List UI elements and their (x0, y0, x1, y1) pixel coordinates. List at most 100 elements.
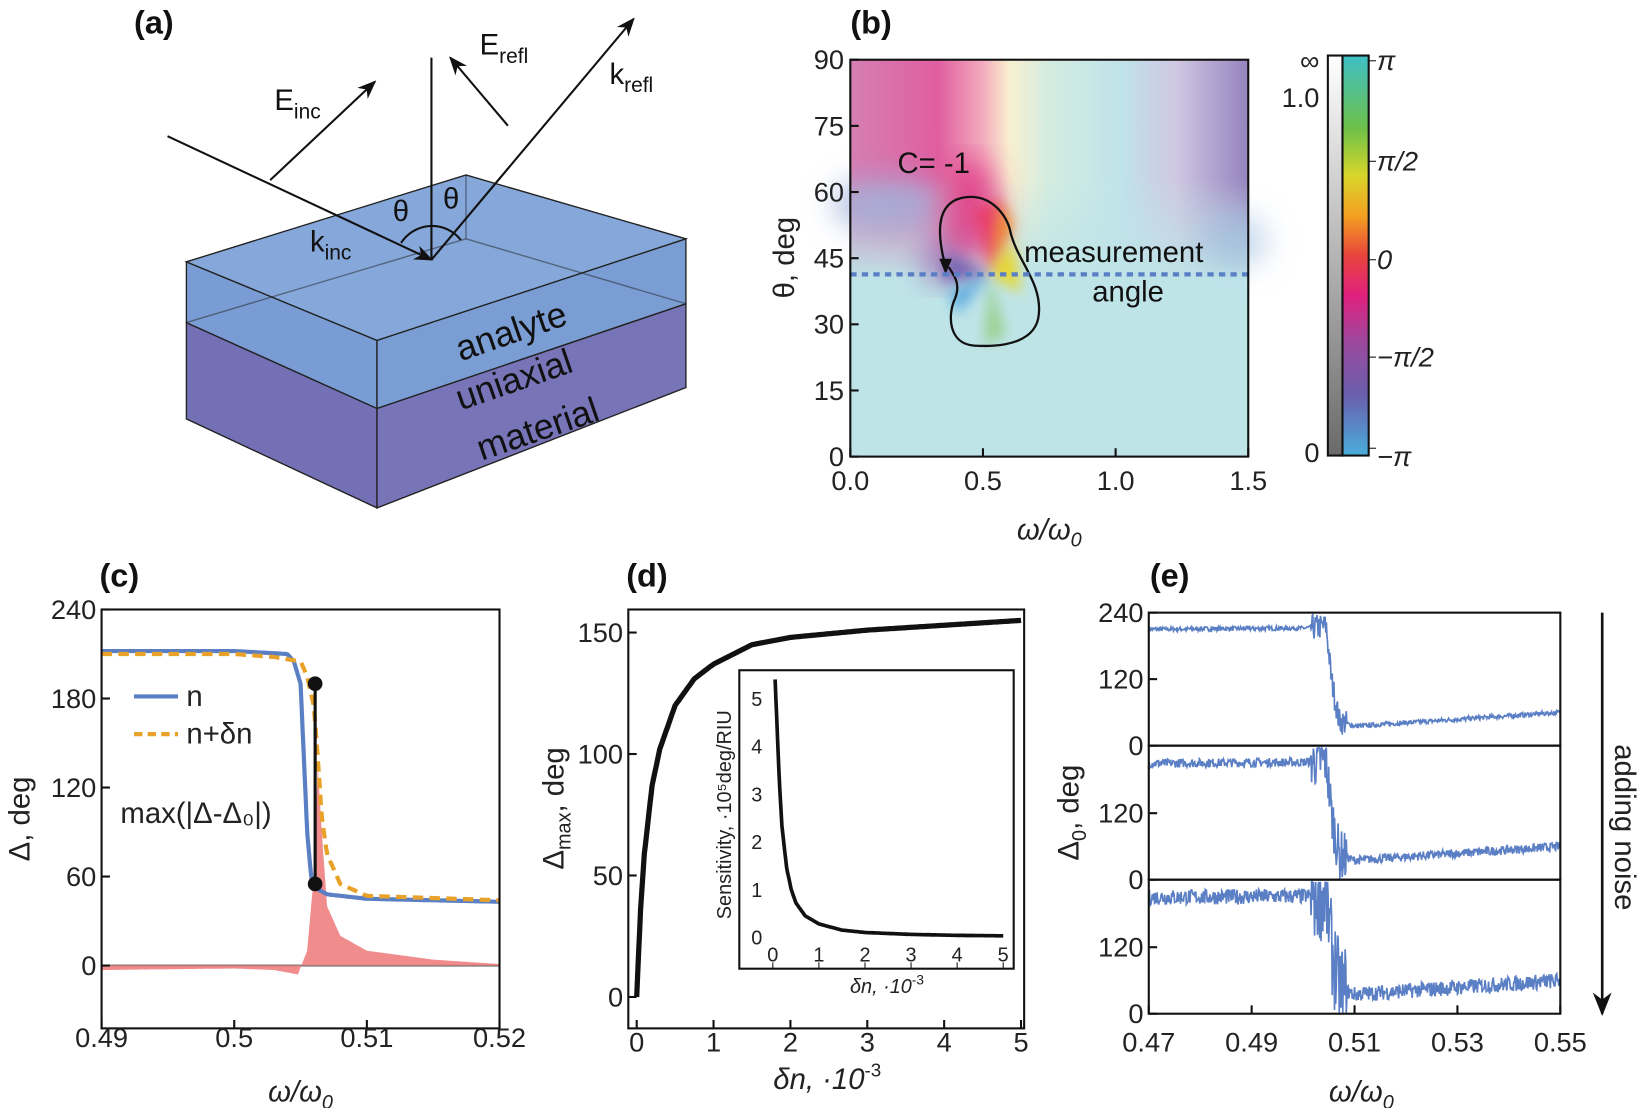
inset-y-tick-label: 3 (751, 784, 762, 806)
e-refl-arrow (449, 56, 509, 127)
magnitude-tick-label: ∞ (1300, 45, 1319, 76)
inset-ylabel: Sensitivity, ·10⁵deg/RIU (714, 710, 736, 919)
panel-b-xlabel: ω/ω0 (1017, 513, 1082, 551)
panel-b-heatmap: (b) C= -1 measurement angle 0.0 0.5 1.0 1.5… (768, 5, 1434, 552)
panel-c-chart: (c) 0.49 0.5 0.51 0.52 0 60 120 180 240 n n+δn m… (3, 557, 526, 1108)
panel-d-xlabel: δn, ·10-3 (773, 1060, 881, 1097)
inset-x-tick-label: 3 (906, 944, 917, 966)
panel-c-frame (100, 608, 501, 1030)
phase-tick-label: −π/2 (1377, 342, 1434, 373)
delta-max-curve (634, 617, 1022, 998)
panel-b-axes: 0.0 0.5 1.0 1.5 0 15 30 45 60 75 90 (814, 44, 1267, 496)
y-tick-label: 0 (1128, 730, 1143, 761)
x-tick-label: 0 (629, 1026, 644, 1057)
series-n-dn-line (101, 651, 500, 903)
adding-noise-label: adding noise (1608, 744, 1641, 910)
panel-e-xlabel: ω/ω0 (1329, 1076, 1394, 1108)
y-tick-label: 30 (814, 309, 844, 340)
x-tick-label: 0.49 (75, 1022, 128, 1053)
panel-c-ylabel: Δ, deg (3, 777, 36, 862)
x-tick-label: 0.52 (473, 1022, 526, 1053)
winding-contour (938, 195, 1041, 348)
y-tick-label: 90 (814, 44, 844, 75)
y-tick-label: 0 (1128, 864, 1143, 895)
panel-b-ylabel: θ, deg (768, 217, 801, 299)
magnitude-tick-label: 0 (1304, 437, 1319, 468)
reflected-ray (430, 17, 635, 261)
phase-tick-label: −π (1377, 441, 1412, 472)
panel-d-ylabel: Δmax, deg (537, 747, 575, 869)
sensitivity-curve (773, 679, 1004, 938)
x-tick-label: 5 (1013, 1026, 1028, 1057)
inset-y-tick-label: 1 (751, 880, 762, 902)
incident-ray (167, 135, 434, 261)
panel-a-diagram: (a) Einc Erefl krefl kinc θ θ analyte un (134, 5, 689, 509)
theta-right-label: θ (443, 182, 459, 215)
panel-e-label: (e) (1150, 557, 1190, 593)
x-tick-label: 0.5 (215, 1022, 253, 1053)
inset-x-tick-label: 2 (859, 944, 870, 966)
inset-axes: 0 1 2 3 4 5 0 1 2 3 4 5 (751, 689, 1009, 969)
y-tick-label: 240 (51, 594, 96, 625)
measurement-label: measurement (1024, 236, 1203, 269)
y-tick-label: 50 (593, 860, 623, 891)
legend-label-n: n (186, 680, 202, 713)
inset-xlabel: δn, ·10-3 (850, 972, 924, 997)
inset-x-tick-label: 4 (952, 944, 963, 966)
max-delta-annotation: max(|Δ-Δ₀|) (120, 797, 271, 830)
panel-c-axes: 0.49 0.5 0.51 0.52 0 60 120 180 240 (51, 594, 526, 1053)
max-delta-marker-point (307, 876, 323, 892)
y-tick-label: 0 (81, 950, 96, 981)
phase-tick-label: 0 (1377, 244, 1392, 275)
x-tick-label: 2 (783, 1026, 798, 1057)
panel-c-xlabel: ω/ω0 (268, 1076, 333, 1108)
e-refl-label: Erefl (480, 28, 529, 67)
y-tick-label: 60 (66, 861, 96, 892)
y-tick-label: 120 (1098, 664, 1143, 695)
y-tick-label: 100 (578, 738, 623, 769)
analyte-layer (184, 174, 689, 410)
phase-colorbar (1341, 54, 1370, 457)
x-tick-label: 0.47 (1122, 1026, 1175, 1057)
e-inc-label: Einc (274, 84, 320, 123)
x-tick-label: 0.53 (1431, 1026, 1484, 1057)
y-tick-label: 120 (1098, 798, 1143, 829)
k-refl-label: krefl (609, 58, 653, 97)
y-tick-label: 120 (51, 772, 96, 803)
panel-c-legend: n n+δn (134, 680, 252, 751)
x-tick-label: 0.0 (831, 465, 869, 496)
panel-e-plot-area (1147, 611, 1562, 1015)
panel-c-label: (c) (99, 557, 139, 593)
y-tick-label: 120 (1098, 932, 1143, 963)
panel-d-label: (d) (626, 557, 667, 593)
heatmap-upper-band (850, 59, 1249, 457)
panel-e-ylabel: Δ0, deg (1053, 765, 1091, 861)
inset-y-tick-label: 5 (751, 689, 762, 711)
phase-tick-label: π (1377, 45, 1396, 76)
noisy-phase-line-1 (1147, 612, 1562, 735)
phase-tick-label: π/2 (1377, 146, 1418, 177)
y-tick-label: 0 (608, 981, 623, 1012)
y-tick-label: 0 (829, 441, 844, 472)
inset-y-tick-label: 2 (751, 832, 762, 854)
x-tick-label: 0.51 (340, 1022, 393, 1053)
angle-label: angle (1092, 276, 1164, 309)
e-inc-arrow (269, 80, 377, 181)
x-tick-label: 1 (706, 1026, 721, 1057)
inset-plot-area (773, 679, 1004, 938)
max-delta-marker-point (307, 676, 323, 692)
x-tick-label: 0.5 (964, 465, 1002, 496)
y-tick-label: 60 (814, 176, 844, 207)
theta-left-label: θ (393, 195, 409, 228)
magnitude-colorbar (1326, 54, 1344, 457)
inset-x-tick-label: 1 (813, 944, 824, 966)
inset-frame (738, 669, 1015, 970)
panel-c-plot-area (101, 648, 500, 975)
y-tick-label: 45 (814, 243, 844, 274)
panel-b-label: (b) (850, 5, 891, 41)
x-tick-label: 1.0 (1097, 465, 1135, 496)
colorbar-ticks: ∞ 1.0 0 π π/2 0 −π/2 −π (1282, 45, 1434, 472)
y-tick-label: 150 (578, 617, 623, 648)
